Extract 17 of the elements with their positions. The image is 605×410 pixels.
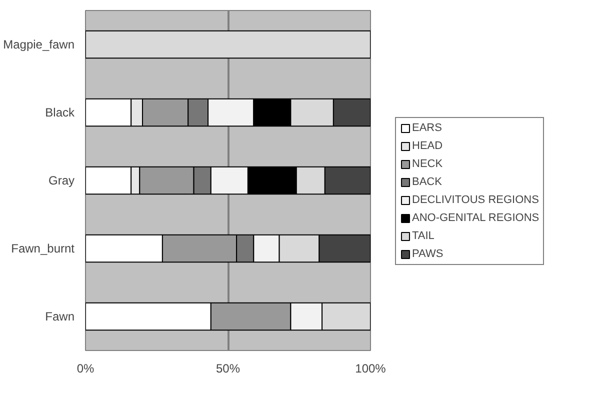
bar (86, 30, 370, 59)
legend-label: TAIL (412, 230, 434, 242)
legend-label: HEAD (412, 140, 443, 152)
x-tick-label: 100% (355, 362, 386, 376)
legend-label: ANO-GENITAL REGIONS (412, 212, 540, 224)
legend-label: DECLIVITOUS REGIONS (412, 194, 539, 206)
y-tick-label: Gray (48, 174, 75, 188)
legend-label: BACK (412, 176, 442, 188)
legend-label: EARS (412, 122, 442, 134)
y-tick-label: Fawn_burnt (11, 242, 76, 256)
legend-label: NECK (412, 158, 443, 170)
y-tick-label: Fawn (45, 310, 74, 324)
y-tick-label: Black (45, 106, 76, 120)
y-tick-label: Magpie_fawn (3, 38, 75, 52)
x-tick-label: 0% (76, 362, 94, 376)
legend-label: PAWS (412, 248, 444, 260)
x-tick-label: 50% (216, 362, 240, 376)
